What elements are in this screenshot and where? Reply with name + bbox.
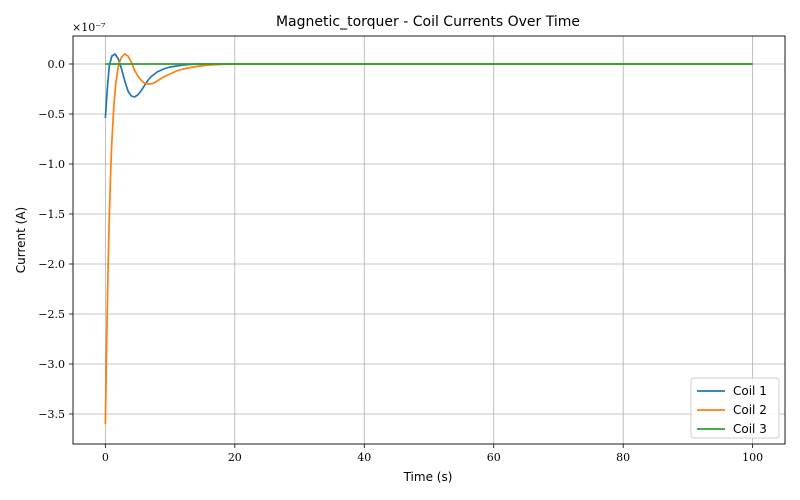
series-line-coil-2 xyxy=(104,53,753,425)
x-tick-label: 40 xyxy=(357,451,371,464)
legend-label-coil-2: Coil 2 xyxy=(733,403,767,417)
legend-box xyxy=(690,377,780,439)
series-layer xyxy=(104,53,753,425)
y-tick-label: −3.5 xyxy=(38,408,65,421)
legend-label-coil-3: Coil 3 xyxy=(733,422,767,436)
y-axis-label: Current (A) xyxy=(14,207,28,273)
y-axis-ticks: 0.0 −0.5 −1.0 −1.5 −2.0 −2.5 −3.0 −3.5 xyxy=(38,58,73,421)
y-tick-label: 0.0 xyxy=(48,58,66,71)
x-tick-label: 80 xyxy=(616,451,630,464)
y-tick-label: −1.0 xyxy=(38,158,65,171)
x-axis-ticks: 0 20 40 60 80 100 xyxy=(102,444,763,464)
y-scale-factor: ×10⁻⁷ xyxy=(72,21,106,34)
chart-title: Magnetic_torquer - Coil Currents Over Ti… xyxy=(276,14,580,30)
x-tick-label: 100 xyxy=(742,451,763,464)
x-tick-label: 60 xyxy=(487,451,501,464)
y-tick-label: −2.0 xyxy=(38,258,65,271)
y-tick-label: −2.5 xyxy=(38,308,65,321)
x-tick-label: 20 xyxy=(228,451,242,464)
y-tick-label: −0.5 xyxy=(38,108,65,121)
y-tick-label: −1.5 xyxy=(38,208,65,221)
plot-frame xyxy=(72,35,786,445)
x-axis-label: Time (s) xyxy=(403,470,453,484)
legend-label-coil-1: Coil 1 xyxy=(733,384,767,398)
grid-layer xyxy=(73,36,785,444)
x-tick-label: 0 xyxy=(102,451,109,464)
legend: Coil 1 Coil 2 Coil 3 xyxy=(690,377,780,439)
y-tick-label: −3.0 xyxy=(38,358,65,371)
